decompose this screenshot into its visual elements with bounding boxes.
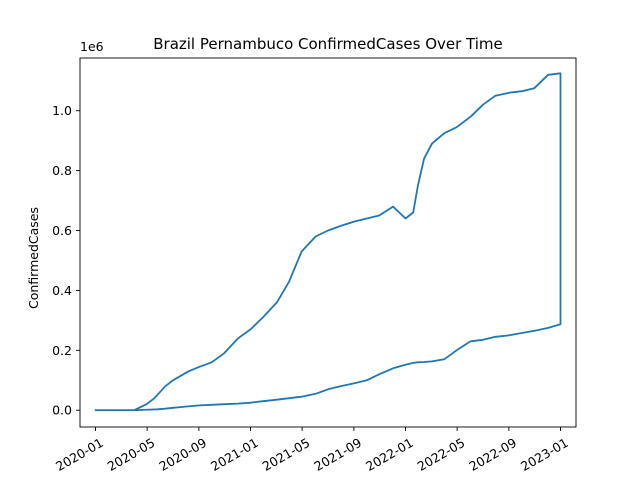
y-axis-title: ConfirmedCases (26, 207, 41, 309)
y-tick-label: 0.4 (52, 283, 72, 298)
y-tick-label: 1.0 (52, 103, 72, 118)
plot-frame (79, 57, 577, 428)
y-axis: 0.0 0.2 0.4 0.6 0.8 1.0 (52, 103, 80, 418)
y-tick-label: 0.0 (52, 403, 72, 418)
series-line-confirmed-cases (94, 72, 562, 412)
y-multiplier-label: 1e6 (80, 39, 104, 54)
chart-title: Brazil Pernambuco ConfirmedCases Over Ti… (153, 35, 503, 53)
y-tick-label: 0.6 (52, 223, 72, 238)
y-tick-label: 0.2 (52, 343, 72, 358)
y-tick-label: 0.8 (52, 163, 72, 178)
